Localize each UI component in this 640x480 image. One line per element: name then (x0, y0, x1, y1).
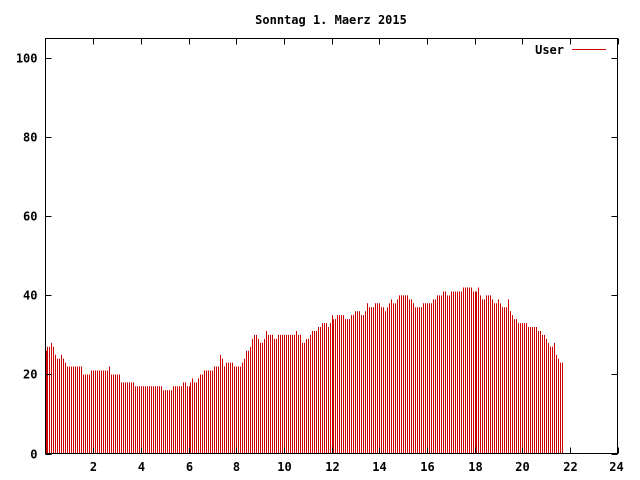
y-tick-label: 20 (23, 368, 37, 382)
chart-title: Sonntag 1. Maerz 2015 (255, 13, 407, 27)
axis-ticks (45, 38, 619, 455)
x-tick-label: 24 (609, 460, 623, 474)
x-tick-label: 12 (325, 460, 339, 474)
x-tick-label: 20 (515, 460, 529, 474)
x-tick-label: 18 (468, 460, 482, 474)
y-tick-label: 60 (23, 210, 37, 224)
x-tick-label: 22 (563, 460, 577, 474)
x-tick-label: 16 (420, 460, 434, 474)
x-tick-label: 4 (138, 460, 145, 474)
plot-frame (45, 38, 618, 454)
x-tick-label: 10 (277, 460, 291, 474)
y-tick-label: 40 (23, 289, 37, 303)
x-tick-label: 2 (90, 460, 97, 474)
y-tick-label: 100 (16, 52, 38, 66)
x-tick-label: 8 (233, 460, 240, 474)
legend-label: User (535, 43, 564, 57)
y-tick-label: 80 (23, 131, 37, 145)
bar-series (46, 287, 563, 454)
x-tick-label: 14 (372, 460, 386, 474)
legend: User (535, 43, 606, 57)
y-tick-label: 0 (30, 448, 37, 462)
x-tick-label: 6 (186, 460, 193, 474)
